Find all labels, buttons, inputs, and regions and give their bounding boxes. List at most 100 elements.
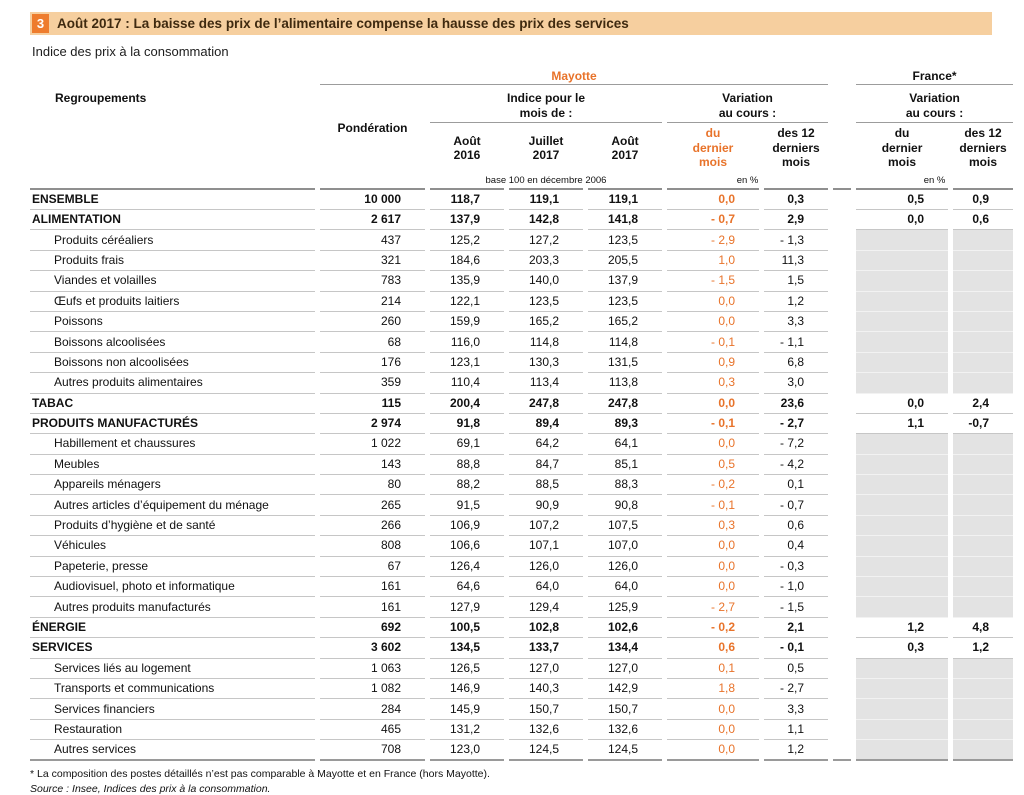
header-indice-group: Indice pour le mois de : bbox=[430, 85, 662, 123]
cell-var-dernier-mois: 0,3 bbox=[667, 516, 759, 537]
cell-ponderation: 437 bbox=[320, 230, 425, 251]
row-label: Autres services bbox=[30, 740, 315, 762]
row-label: Produits céréaliers bbox=[30, 230, 315, 251]
table-row: ALIMENTATION 2 617 137,9 142,8 141,8- 0,7 2,9… bbox=[30, 210, 1014, 231]
cell-ponderation: 260 bbox=[320, 312, 425, 333]
cell-france-12-mois bbox=[953, 699, 1014, 720]
cell-france-dernier-mois bbox=[856, 291, 949, 312]
cell-france-12-mois bbox=[953, 291, 1014, 312]
cell-indice-aout-2017: 85,1 bbox=[588, 455, 662, 476]
cell-indice-aout-2016: 91,5 bbox=[430, 495, 504, 516]
cell-indice-juillet-2017: 127,0 bbox=[509, 659, 583, 679]
cell-indice-aout-2017: 165,2 bbox=[588, 312, 662, 333]
row-label: TABAC bbox=[30, 394, 315, 414]
title-banner: 3 Août 2017 : La baisse des prix de l’al… bbox=[30, 12, 992, 35]
cell-france-12-mois: 1,2 bbox=[953, 638, 1014, 659]
row-label: Produits frais bbox=[30, 251, 315, 272]
header-var-dernier-mois-mayotte: du dernier mois bbox=[692, 126, 734, 170]
cell-ponderation: 692 bbox=[320, 618, 425, 639]
table-row: Restauration 465 131,2 132,6 132,6 0,0 1,1 bbox=[30, 719, 1014, 741]
header-var-12-mois-mayotte: des 12 derniers mois bbox=[772, 126, 820, 170]
table-row: Boissons alcoolisées 68 116,0 114,8 114,8- 0… bbox=[30, 332, 1014, 353]
cell-var-12-mois: - 0,7 bbox=[764, 495, 829, 516]
cell-var-12-mois: - 1,1 bbox=[764, 332, 829, 353]
cell-indice-aout-2017: 127,0 bbox=[588, 659, 662, 679]
header-en-pct-france: en % bbox=[923, 175, 946, 186]
cell-indice-aout-2017: 150,7 bbox=[588, 699, 662, 720]
table-row: Autres produits manufacturés 161 127,9 129,… bbox=[30, 597, 1014, 618]
cell-indice-juillet-2017: 132,6 bbox=[509, 720, 583, 741]
header-mayotte: Mayotte bbox=[320, 65, 829, 85]
cell-france-12-mois bbox=[953, 495, 1014, 516]
cell-var-12-mois: 0,6 bbox=[764, 516, 829, 537]
row-gap bbox=[833, 210, 851, 230]
cell-var-dernier-mois: 0,6 bbox=[667, 638, 759, 659]
cell-var-dernier-mois: - 0,1 bbox=[667, 495, 759, 516]
page-title: Août 2017 : La baisse des prix de l’alim… bbox=[57, 16, 629, 31]
header-empty bbox=[30, 173, 315, 188]
cell-france-12-mois bbox=[953, 577, 1014, 598]
cell-var-12-mois: 1,1 bbox=[764, 720, 829, 741]
row-gap bbox=[833, 495, 851, 515]
cell-indice-aout-2016: 123,1 bbox=[430, 353, 504, 374]
cell-indice-aout-2017: 107,0 bbox=[588, 536, 662, 557]
header-france: France* bbox=[856, 65, 1014, 85]
table-row: Autres produits alimentaires 359 110,4 113,… bbox=[30, 373, 1014, 394]
cell-indice-aout-2017: 131,5 bbox=[588, 353, 662, 374]
cell-france-dernier-mois bbox=[856, 515, 949, 537]
row-label: Transports et communications bbox=[30, 679, 315, 700]
cell-indice-aout-2016: 69,1 bbox=[430, 434, 504, 455]
header-regroupements: Regroupements bbox=[55, 91, 147, 105]
cell-var-12-mois: - 7,2 bbox=[764, 434, 829, 455]
row-label: ALIMENTATION bbox=[30, 210, 315, 231]
cell-france-dernier-mois bbox=[856, 699, 949, 720]
cell-ponderation: 284 bbox=[320, 699, 425, 720]
row-label: Viandes et volailles bbox=[30, 271, 315, 292]
cell-var-dernier-mois: 0,0 bbox=[667, 394, 759, 414]
cell-france-12-mois bbox=[953, 556, 1014, 578]
cell-ponderation: 115 bbox=[320, 394, 425, 414]
row-gap bbox=[833, 557, 851, 577]
row-gap bbox=[833, 638, 851, 658]
table-row: Produits frais 321 184,6 203,3 205,5 1,0 11,3 bbox=[30, 250, 1014, 272]
cell-indice-aout-2016: 106,6 bbox=[430, 536, 504, 557]
cell-indice-aout-2017: 123,5 bbox=[588, 230, 662, 251]
cell-france-dernier-mois: 0,5 bbox=[856, 188, 949, 210]
header-var-dernier-mois-france: du dernier mois bbox=[881, 126, 923, 170]
table-row: Autres articles d’équipement du ménage 26… bbox=[30, 495, 1014, 516]
cell-var-dernier-mois: 0,3 bbox=[667, 373, 759, 394]
row-label: Papeterie, presse bbox=[30, 557, 315, 578]
cell-var-dernier-mois: - 0,7 bbox=[667, 210, 759, 231]
cell-ponderation: 80 bbox=[320, 475, 425, 496]
cell-france-12-mois bbox=[953, 373, 1014, 394]
cell-france-12-mois bbox=[953, 536, 1014, 557]
cell-ponderation: 1 022 bbox=[320, 434, 425, 455]
cell-ponderation: 1 082 bbox=[320, 679, 425, 700]
cell-var-dernier-mois: - 1,5 bbox=[667, 271, 759, 292]
row-gap bbox=[833, 597, 851, 617]
cell-var-dernier-mois: 0,5 bbox=[667, 455, 759, 476]
row-label: Habillement et chaussures bbox=[30, 434, 315, 455]
header-base-note: base 100 en décembre 2006 bbox=[485, 175, 607, 186]
cell-indice-juillet-2017: 114,8 bbox=[509, 332, 583, 353]
cell-indice-juillet-2017: 142,8 bbox=[509, 210, 583, 231]
table-subtitle: Indice des prix à la consommation bbox=[32, 44, 229, 59]
header-gap bbox=[833, 65, 851, 85]
cell-france-dernier-mois: 1,2 bbox=[856, 618, 949, 639]
cell-ponderation: 68 bbox=[320, 332, 425, 353]
cell-france-12-mois bbox=[953, 352, 1014, 374]
table-row: Poissons 260 159,9 165,2 165,2 0,0 3,3 bbox=[30, 311, 1014, 333]
cell-var-dernier-mois: - 0,2 bbox=[667, 618, 759, 639]
cell-var-12-mois: - 2,7 bbox=[764, 414, 829, 435]
row-gap bbox=[833, 353, 851, 373]
cell-indice-aout-2016: 126,4 bbox=[430, 557, 504, 578]
cell-var-dernier-mois: 0,0 bbox=[667, 536, 759, 557]
header-month-juillet-2017: Juillet 2017 bbox=[528, 133, 564, 162]
cell-france-dernier-mois bbox=[856, 495, 949, 516]
row-label: Restauration bbox=[30, 720, 315, 741]
cell-indice-aout-2016: 125,2 bbox=[430, 230, 504, 251]
source-note: Source : Insee, Indices des prix à la co… bbox=[30, 783, 271, 795]
table-body: ENSEMBLE 10 000 118,7 119,1 119,1 0,0 0,3 0,5 0,… bbox=[30, 188, 1014, 762]
header-gap bbox=[833, 123, 851, 173]
